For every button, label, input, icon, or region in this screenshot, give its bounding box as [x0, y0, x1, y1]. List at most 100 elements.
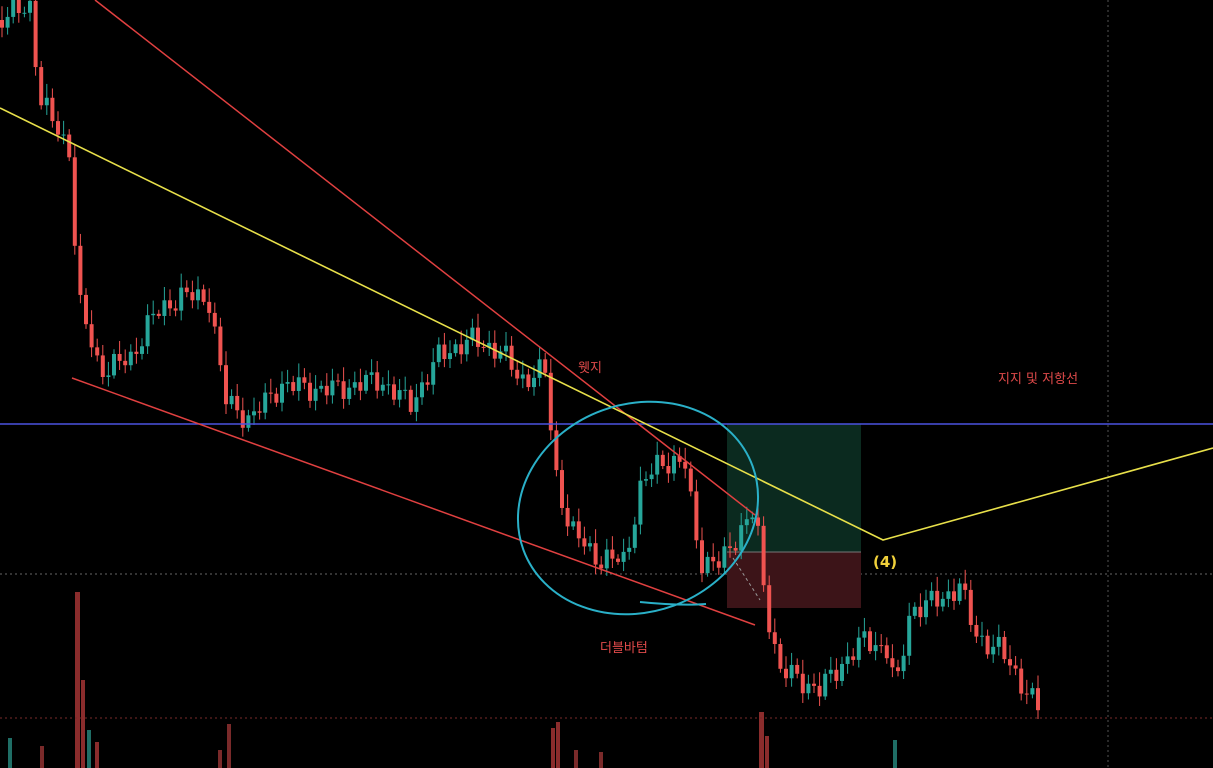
- candle-body: [341, 381, 346, 399]
- candle-body: [246, 415, 251, 428]
- candle-body: [89, 324, 94, 348]
- candle-body: [655, 454, 660, 475]
- candle-body: [319, 385, 324, 389]
- candle-body: [274, 393, 279, 403]
- candle-body: [873, 645, 878, 652]
- candle-body: [644, 479, 648, 481]
- candle-body: [375, 372, 380, 391]
- candle-body: [459, 344, 464, 355]
- candle-body: [44, 97, 49, 106]
- candle-body: [487, 342, 492, 348]
- candle-body: [296, 377, 301, 391]
- candle-body: [677, 455, 682, 462]
- candle-body: [201, 289, 206, 302]
- candle-body: [537, 359, 542, 378]
- candle-body: [761, 525, 766, 586]
- candle-body: [140, 346, 144, 354]
- candle-body: [414, 397, 419, 412]
- candle-body: [616, 558, 620, 562]
- candle-body: [722, 546, 727, 568]
- candle-body: [1024, 693, 1029, 695]
- candle-body: [207, 301, 212, 313]
- candle-body: [515, 369, 520, 379]
- candle-body: [392, 384, 396, 400]
- candle-body: [840, 663, 844, 681]
- volume-bars: [8, 592, 897, 768]
- candle-body: [196, 289, 200, 301]
- candle-body: [991, 646, 996, 655]
- candle-body: [151, 313, 156, 316]
- candle-body: [638, 480, 643, 525]
- candle-body: [56, 121, 60, 135]
- candle-body: [347, 387, 352, 399]
- candle-body: [834, 669, 839, 681]
- wedge-upper-line: [94, 0, 756, 516]
- candle-body: [621, 551, 626, 562]
- candle-body: [0, 20, 4, 28]
- candle-body: [733, 547, 738, 551]
- candle-body: [694, 491, 699, 541]
- candle-body: [739, 525, 744, 551]
- candle-body: [397, 390, 402, 400]
- candle-body: [336, 380, 340, 382]
- candle-body: [476, 327, 480, 347]
- candle-body: [179, 287, 184, 311]
- candle-body: [901, 655, 906, 672]
- volume-bar: [81, 680, 85, 768]
- candle-body: [750, 517, 755, 520]
- candle-body: [767, 585, 772, 633]
- candle-body: [817, 685, 822, 697]
- candle-body: [604, 549, 609, 569]
- candle-body: [688, 468, 693, 492]
- candle-body: [571, 521, 576, 527]
- candle-body: [470, 327, 475, 340]
- candle-body: [5, 16, 10, 28]
- candle-body: [224, 365, 228, 405]
- position-diagonal: [732, 557, 761, 601]
- volume-bar: [893, 740, 897, 768]
- candle-body: [16, 0, 21, 14]
- stop-zone: [727, 552, 861, 608]
- candle-body: [1002, 636, 1007, 660]
- candle-body: [918, 606, 923, 618]
- candle-body: [1008, 659, 1012, 666]
- candle-body: [996, 636, 1001, 647]
- highlight-stroke: [639, 601, 707, 606]
- candle-body: [453, 344, 458, 354]
- candle-body: [890, 658, 895, 668]
- candle-body: [744, 519, 749, 526]
- candle-body: [963, 583, 968, 590]
- double-bottom-label: 더블바텀: [600, 641, 648, 656]
- candle-body: [543, 359, 548, 373]
- candle-body: [532, 377, 536, 388]
- candle-body: [168, 300, 172, 309]
- candle-body: [291, 382, 296, 391]
- candle-body: [268, 392, 273, 394]
- candle-body: [190, 292, 195, 301]
- candle-body: [772, 632, 777, 645]
- candle-body: [252, 411, 256, 416]
- candle-body: [800, 673, 805, 694]
- candle-body: [403, 389, 408, 391]
- candle-body: [968, 589, 973, 625]
- candle-body: [845, 656, 850, 664]
- volume-bar: [75, 592, 80, 768]
- candle-body: [1036, 688, 1040, 711]
- volume-bar: [227, 724, 231, 768]
- candle-body: [33, 0, 38, 68]
- candle-body: [408, 389, 413, 412]
- candles: [0, 0, 1040, 720]
- candle-body: [313, 388, 318, 401]
- candle-body: [728, 546, 732, 548]
- candle-body: [1030, 688, 1035, 695]
- candle-body: [364, 374, 368, 391]
- candle-body: [924, 600, 928, 618]
- candle-body: [218, 326, 223, 366]
- candle-body: [599, 564, 604, 569]
- candle-body: [683, 461, 688, 469]
- wedge-label: 웻지: [578, 361, 602, 376]
- candle-body: [352, 382, 357, 388]
- candle-body: [952, 591, 956, 601]
- candle-body: [380, 384, 385, 391]
- candle-body: [649, 474, 654, 480]
